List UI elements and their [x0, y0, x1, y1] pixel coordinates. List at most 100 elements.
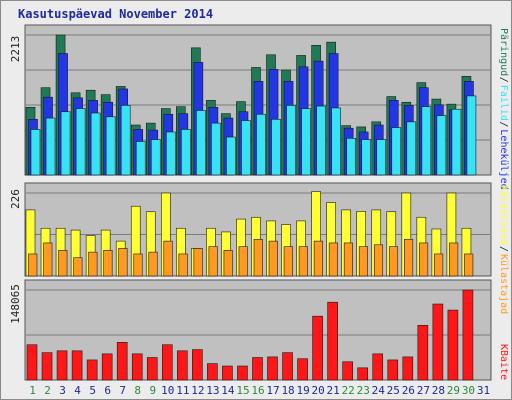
right-label-middle-0: Külastused: [498, 185, 509, 245]
bar-bottom-KBaite-7: [116, 342, 128, 381]
day-label-2: 2: [44, 384, 51, 397]
day-label-21: 21: [327, 384, 340, 397]
bar-top-Failid-28: [436, 115, 447, 176]
bar-top-Failid-24: [376, 139, 387, 176]
day-label-30: 30: [462, 384, 475, 397]
bar-bottom-KBaite-14: [222, 365, 233, 381]
bar-bottom-KBaite-20: [312, 315, 323, 381]
day-label-18: 18: [281, 384, 294, 397]
bar-top-Failid-5: [90, 112, 101, 176]
bar-middle-Külastajad-16: [253, 238, 263, 277]
bar-middle-Külastajad-4: [73, 257, 83, 277]
bar-top-Failid-27: [421, 106, 432, 176]
day-label-12: 12: [191, 384, 204, 397]
bar-middle-Külastajad-11: [178, 253, 188, 277]
bar-top-Failid-18: [286, 105, 296, 176]
day-label-7: 7: [119, 384, 126, 397]
bar-top-Failid-9: [150, 139, 161, 176]
day-label-13: 13: [206, 384, 219, 397]
bar-middle-Külastajad-17: [268, 240, 278, 277]
bar-bottom-KBaite-29: [447, 309, 459, 381]
bar-bottom-KBaite-3: [56, 350, 68, 381]
bar-bottom-KBaite-1: [26, 344, 38, 381]
bar-top-Failid-26: [406, 121, 417, 176]
day-label-28: 28: [432, 384, 445, 397]
bar-top-Failid-6: [105, 116, 116, 176]
bar-middle-Külastajad-15: [238, 246, 248, 277]
bar-top-Failid-30: [466, 95, 477, 176]
day-label-17: 17: [266, 384, 279, 397]
bars-layer: [25, 34, 477, 381]
right-label-separator: /: [498, 121, 509, 127]
bar-bottom-KBaite-27: [417, 324, 429, 381]
bar-bottom-KBaite-8: [131, 353, 143, 381]
right-label-top-0: Päringud: [498, 28, 509, 76]
y-max-label-bottom: 148065: [9, 284, 22, 324]
bar-bottom-KBaite-24: [372, 353, 384, 381]
day-label-29: 29: [447, 384, 460, 397]
bar-bottom-KBaite-5: [86, 359, 98, 381]
y-max-label-top: 2213: [9, 36, 22, 63]
day-label-26: 26: [402, 384, 415, 397]
bar-bottom-KBaite-23: [357, 367, 369, 381]
bar-top-Failid-13: [211, 122, 221, 176]
bar-bottom-KBaite-6: [101, 353, 113, 381]
chart-title: Kasutuspäevad November 2014: [18, 7, 214, 21]
day-label-19: 19: [296, 384, 309, 397]
bar-bottom-KBaite-21: [327, 301, 338, 381]
day-label-4: 4: [74, 384, 81, 397]
bar-top-Failid-3: [60, 111, 71, 176]
bar-bottom-KBaite-30: [462, 289, 474, 381]
bar-middle-Külastajad-1: [28, 253, 38, 277]
bar-top-Failid-23: [361, 139, 372, 176]
bar-middle-Külastajad-12: [193, 248, 203, 277]
day-label-3: 3: [59, 384, 66, 397]
bar-top-Failid-8: [135, 141, 146, 176]
right-label-top-1: Failid: [498, 85, 509, 121]
bar-bottom-KBaite-2: [41, 352, 53, 381]
bar-top-Failid-29: [451, 108, 462, 176]
bar-top-Failid-10: [165, 131, 176, 176]
bar-top-Failid-7: [120, 105, 131, 176]
day-label-23: 23: [357, 384, 370, 397]
bar-middle-Külastajad-20: [313, 240, 323, 277]
bar-middle-Külastajad-3: [58, 249, 68, 277]
bar-top-Failid-14: [226, 136, 236, 176]
day-label-22: 22: [342, 384, 355, 397]
bar-bottom-KBaite-17: [267, 356, 278, 381]
bar-middle-Külastajad-6: [103, 249, 113, 277]
bar-middle-Külastajad-2: [43, 242, 53, 277]
bar-bottom-KBaite-19: [297, 358, 308, 381]
bar-bottom-KBaite-18: [282, 352, 293, 381]
bar-middle-Külastajad-7: [118, 248, 128, 277]
y-axis-labels: 2213 226 148065: [9, 36, 22, 324]
bar-top-Failid-2: [45, 117, 56, 176]
right-label-bottom: KBaite: [498, 344, 509, 380]
day-label-10: 10: [161, 384, 174, 397]
bar-bottom-KBaite-9: [146, 357, 158, 381]
bar-middle-Külastajad-23: [358, 246, 369, 277]
day-label-6: 6: [104, 384, 111, 397]
day-label-5: 5: [89, 384, 96, 397]
right-label-separator: /: [498, 246, 509, 252]
day-label-24: 24: [372, 384, 386, 397]
bar-middle-Külastajad-10: [163, 240, 173, 277]
bar-top-Failid-19: [301, 108, 311, 176]
bar-bottom-KBaite-12: [192, 349, 203, 381]
day-label-20: 20: [312, 384, 325, 397]
bar-middle-Külastajad-27: [419, 242, 429, 277]
bar-top-Failid-25: [391, 127, 402, 176]
bar-top-Failid-16: [256, 113, 266, 176]
bar-middle-Külastajad-14: [223, 249, 233, 277]
bar-bottom-KBaite-4: [71, 350, 83, 381]
day-label-25: 25: [387, 384, 400, 397]
right-label-top-2: Leheküljed: [498, 129, 509, 189]
bar-top-Failid-21: [331, 107, 341, 176]
day-label-16: 16: [251, 384, 264, 397]
bar-bottom-KBaite-28: [432, 303, 444, 381]
bar-top-Failid-1: [30, 129, 41, 176]
bar-top-Failid-20: [316, 105, 326, 176]
day-label-8: 8: [134, 384, 141, 397]
bar-bottom-KBaite-13: [207, 363, 218, 381]
